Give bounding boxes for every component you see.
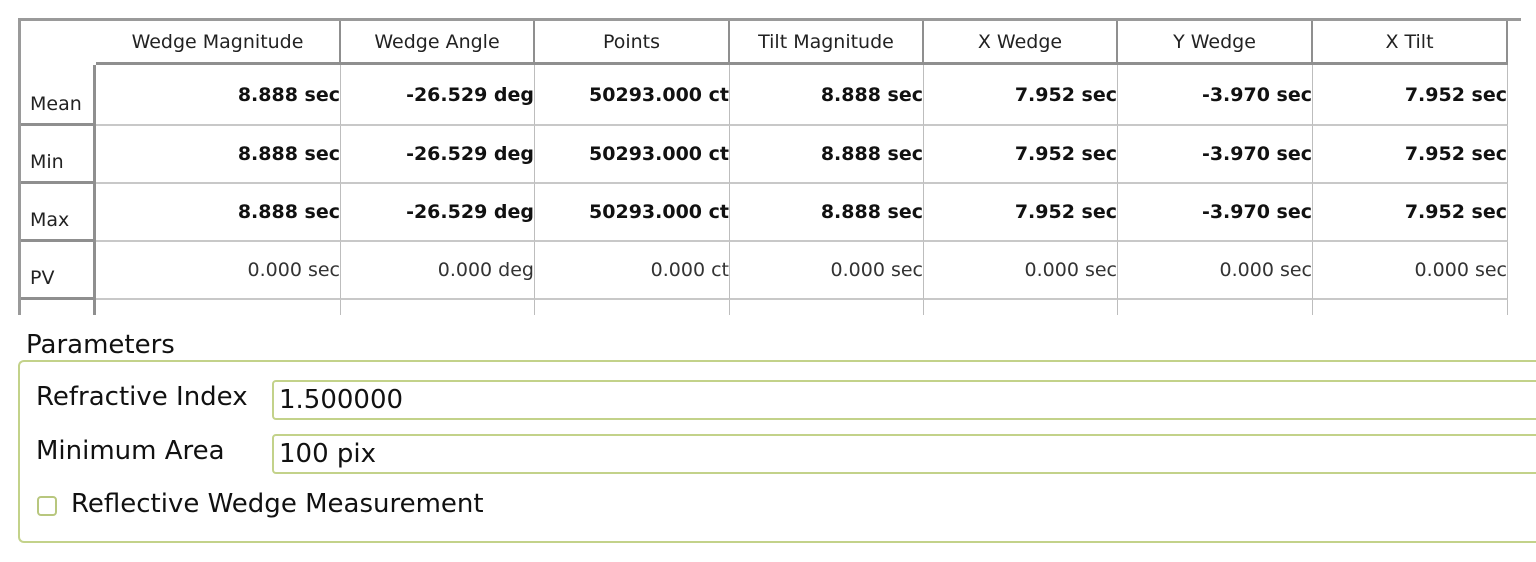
table-cell-partial <box>1313 300 1508 315</box>
table-cell[interactable]: -26.529 deg <box>341 126 535 184</box>
table-cell[interactable]: 7.952 sec <box>924 184 1118 242</box>
table-cell[interactable]: 7.952 sec <box>1313 126 1508 184</box>
table-cell-partial <box>730 300 924 315</box>
table-cell[interactable]: 7.952 sec <box>1313 65 1508 126</box>
row-header[interactable]: Mean <box>21 65 96 126</box>
refractive-index-label: Refractive Index <box>36 382 248 412</box>
table-cell[interactable]: 50293.000 ct <box>535 184 730 242</box>
table-cell[interactable]: 0.000 sec <box>96 242 341 300</box>
table-cell[interactable]: 0.000 sec <box>1118 242 1313 300</box>
row-header[interactable]: Max <box>21 184 96 242</box>
table-cell[interactable]: 0.000 sec <box>730 242 924 300</box>
table-cell[interactable]: 0.000 sec <box>924 242 1118 300</box>
refractive-index-input[interactable]: 1.500000 <box>272 380 1536 420</box>
column-header[interactable]: Points <box>535 21 730 65</box>
table-cell[interactable]: 7.952 sec <box>924 65 1118 126</box>
column-header[interactable]: Wedge Magnitude <box>96 21 341 65</box>
table-cell-partial <box>341 300 535 315</box>
table-cell-partial <box>924 300 1118 315</box>
table-cell[interactable]: 8.888 sec <box>730 184 924 242</box>
table-cell[interactable]: 8.888 sec <box>730 65 924 126</box>
parameters-title: Parameters <box>26 330 183 360</box>
column-header[interactable]: Tilt Magnitude <box>730 21 924 65</box>
table-cell[interactable]: 0.000 ct <box>535 242 730 300</box>
table-cell[interactable]: 8.888 sec <box>730 126 924 184</box>
minimum-area-input[interactable]: 100 pix <box>272 434 1536 474</box>
table-cell[interactable]: 0.000 deg <box>341 242 535 300</box>
column-header[interactable]: X Tilt <box>1313 21 1508 65</box>
table-cell[interactable]: 8.888 sec <box>96 65 341 126</box>
table-cell-partial <box>1118 300 1313 315</box>
reflective-wedge-checkbox[interactable] <box>37 496 57 516</box>
table-cell[interactable]: 0.000 sec <box>1313 242 1508 300</box>
table-cell[interactable]: 8.888 sec <box>96 184 341 242</box>
minimum-area-label: Minimum Area <box>36 436 225 466</box>
row-header-partial <box>21 300 96 315</box>
reflective-wedge-label[interactable]: Reflective Wedge Measurement <box>71 489 484 519</box>
table-cell[interactable]: -26.529 deg <box>341 184 535 242</box>
statistics-table: Wedge Magnitude Wedge Angle Points Tilt Mag… <box>18 18 1521 315</box>
parameters-group <box>18 360 1536 543</box>
table-cell-partial <box>535 300 730 315</box>
table-cell[interactable]: 7.952 sec <box>924 126 1118 184</box>
table-cell[interactable]: -3.970 sec <box>1118 65 1313 126</box>
table-cell[interactable]: 7.952 sec <box>1313 184 1508 242</box>
table-cell[interactable]: -26.529 deg <box>341 65 535 126</box>
table-cell[interactable]: 8.888 sec <box>96 126 341 184</box>
table-cell-partial <box>96 300 341 315</box>
table-cell[interactable]: -3.970 sec <box>1118 184 1313 242</box>
table-cell[interactable]: 50293.000 ct <box>535 65 730 126</box>
column-header[interactable]: X Wedge <box>924 21 1118 65</box>
column-header[interactable]: Y Wedge <box>1118 21 1313 65</box>
row-header[interactable]: PV <box>21 242 96 300</box>
column-header[interactable]: Wedge Angle <box>341 21 535 65</box>
table-cell[interactable]: 50293.000 ct <box>535 126 730 184</box>
row-header[interactable]: Min <box>21 126 96 184</box>
table-cell[interactable]: -3.970 sec <box>1118 126 1313 184</box>
